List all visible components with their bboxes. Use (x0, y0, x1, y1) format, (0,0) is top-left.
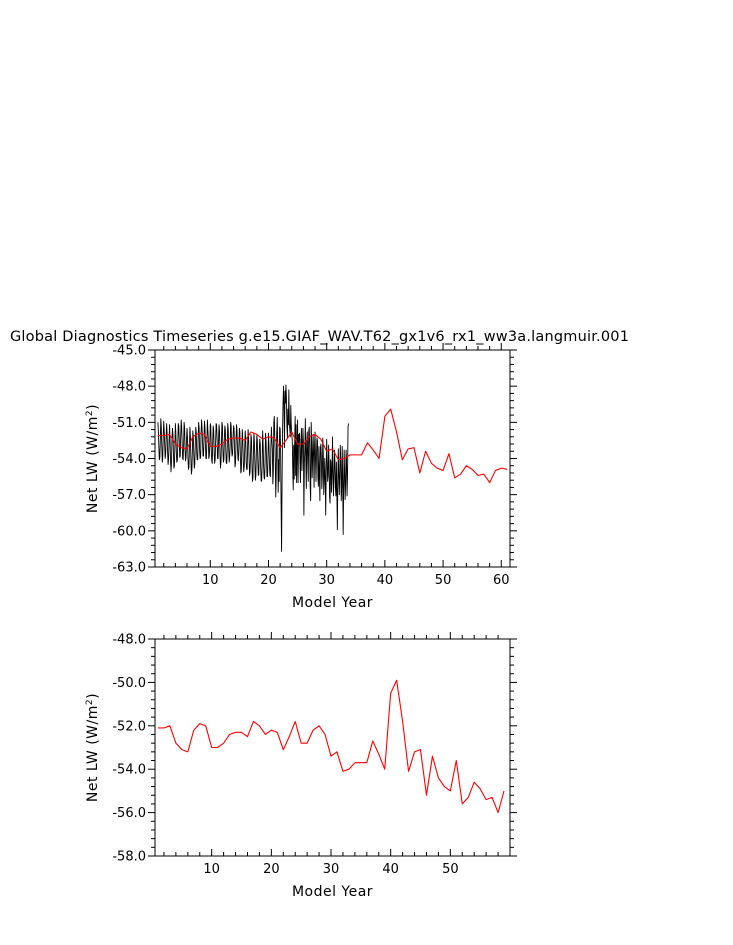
x-tick-label: 30 (318, 573, 335, 588)
annual-series-line (157, 679, 505, 814)
y-tick-label: -57.0 (112, 488, 146, 503)
x-tick-label: 20 (260, 573, 277, 588)
bottom-plot-frame (154, 638, 511, 857)
y-tick-label: -56.0 (112, 806, 146, 821)
bottom-y-axis-label-close: ) (85, 693, 101, 699)
y-tick-label: -48.0 (112, 633, 146, 648)
annual-series-line (157, 408, 508, 484)
top-series-lines (157, 384, 508, 552)
top-x-axis-label: Model Year (292, 595, 373, 611)
top-y-axis-label-close: ) (85, 404, 101, 410)
top-y-axis-label-superscript: 2 (85, 410, 95, 416)
top-chart-panel: 10 20 30 40 50 60 -63.0 -60.0 -57.0 -54.0 -51.0 -48… (85, 343, 517, 611)
x-tick-label: 20 (263, 862, 280, 877)
top-y-axis-label-main: Net LW (W/m (85, 416, 101, 513)
bottom-axis-ticks (148, 632, 517, 857)
x-tick-label: 30 (323, 862, 340, 877)
bottom-chart-panel: 10 20 30 40 50 -58.0 -56.0 -54.0 -52.0 -50.0 -48.0… (85, 632, 517, 900)
bottom-series-lines (157, 679, 505, 814)
bottom-y-axis-label: Net LW (W/m2) (85, 693, 101, 802)
y-tick-label: -45.0 (112, 344, 146, 359)
y-tick-label: -54.0 (112, 452, 146, 467)
x-tick-label: 50 (435, 573, 452, 588)
bottom-x-axis-label: Model Year (292, 884, 373, 900)
x-tick-label: 60 (493, 573, 510, 588)
bottom-tick-labels: 10 20 30 40 50 -58.0 -56.0 -54.0 -52.0 -50.0 -48.0 (112, 633, 458, 878)
x-tick-label: 50 (442, 862, 459, 877)
monthly-series-line (157, 384, 349, 552)
y-tick-label: -54.0 (112, 763, 146, 778)
chart-title: Global Diagnostics Timeseries g.e15.GIAF… (10, 329, 629, 345)
x-tick-label: 10 (202, 573, 219, 588)
y-tick-label: -63.0 (112, 561, 146, 576)
y-tick-label: -50.0 (112, 676, 146, 691)
top-y-axis-label: Net LW (W/m2) (85, 404, 101, 513)
x-tick-label: 40 (377, 573, 394, 588)
bottom-y-axis-label-main: Net LW (W/m (85, 705, 101, 802)
y-tick-label: -51.0 (112, 416, 146, 431)
y-tick-label: -58.0 (112, 850, 146, 865)
bottom-y-axis-label-superscript: 2 (85, 699, 95, 705)
top-axis-ticks (148, 343, 517, 568)
y-tick-label: -48.0 (112, 380, 146, 395)
y-tick-label: -52.0 (112, 719, 146, 734)
y-tick-label: -60.0 (112, 524, 146, 539)
x-tick-label: 10 (203, 862, 220, 877)
top-tick-labels: 10 20 30 40 50 60 -63.0 -60.0 -57.0 -54.0 -51.0 -48… (112, 344, 509, 589)
x-tick-label: 40 (382, 862, 399, 877)
